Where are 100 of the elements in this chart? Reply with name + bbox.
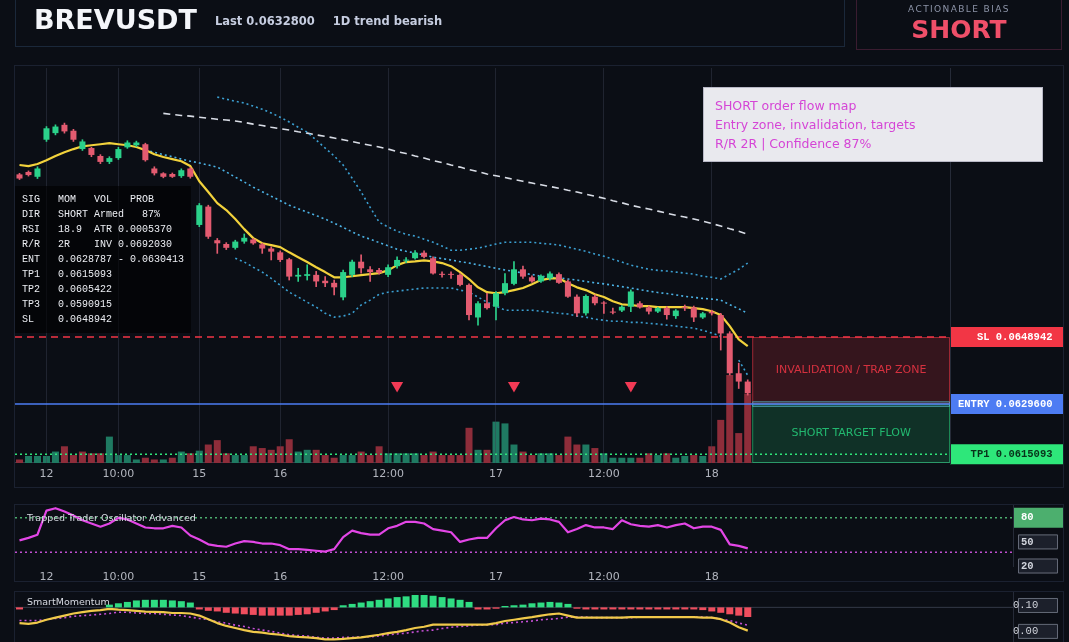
bar bbox=[24, 455, 32, 463]
bar bbox=[564, 436, 572, 463]
bar bbox=[312, 449, 320, 463]
bar bbox=[618, 457, 626, 463]
y-tick-label: 0.00 bbox=[1012, 625, 1039, 638]
candlestick bbox=[214, 238, 221, 254]
bar bbox=[474, 607, 482, 610]
bar bbox=[15, 459, 23, 463]
bar bbox=[15, 607, 23, 610]
bar bbox=[645, 607, 653, 610]
bar bbox=[663, 453, 671, 463]
bar bbox=[249, 607, 257, 615]
annotation: SHORT order flow map bbox=[715, 97, 858, 115]
bar bbox=[654, 455, 662, 463]
bar bbox=[411, 595, 419, 608]
bar bbox=[744, 607, 752, 617]
x-tick-label: 17 bbox=[489, 570, 504, 584]
bar bbox=[267, 449, 275, 463]
bar bbox=[456, 455, 464, 463]
bar bbox=[582, 607, 590, 610]
bar bbox=[240, 607, 248, 615]
bar bbox=[303, 607, 311, 615]
y-tick-label: 20 bbox=[1021, 559, 1034, 572]
bar bbox=[555, 455, 563, 463]
annotation: TP3 0.0590915 bbox=[22, 298, 113, 312]
bar bbox=[204, 444, 212, 463]
bar bbox=[249, 446, 257, 463]
x-tick-label: 18 bbox=[704, 570, 719, 584]
bar bbox=[591, 448, 599, 463]
bar bbox=[645, 453, 653, 463]
bar bbox=[132, 600, 140, 608]
annotation: R/R 2R | Confidence 87% bbox=[715, 135, 873, 153]
bar bbox=[726, 607, 734, 615]
bar bbox=[429, 595, 437, 608]
bar bbox=[393, 597, 401, 608]
bar bbox=[456, 599, 464, 608]
annotation: SIG MOM VOL PROB bbox=[22, 193, 156, 207]
annotation: DIR SHORT Armed 87% bbox=[22, 208, 162, 222]
bar bbox=[123, 601, 131, 608]
candlestick bbox=[600, 301, 607, 314]
bar bbox=[366, 601, 374, 608]
x-tick-label: 12:00 bbox=[372, 570, 404, 584]
bar bbox=[141, 457, 149, 463]
bar bbox=[141, 599, 149, 608]
ref-line-label: ENTRY bbox=[957, 397, 991, 410]
x-tick-label: 17 bbox=[488, 467, 503, 481]
bar bbox=[699, 455, 707, 463]
candlestick bbox=[295, 267, 302, 282]
bar bbox=[438, 597, 446, 608]
bar bbox=[33, 455, 41, 463]
candlestick bbox=[448, 271, 455, 279]
bar bbox=[123, 455, 131, 463]
bar bbox=[627, 607, 635, 610]
bar bbox=[195, 607, 203, 610]
y-tick-label: 0.10 bbox=[1012, 599, 1039, 612]
bar bbox=[240, 455, 248, 463]
bar bbox=[321, 607, 329, 612]
bar bbox=[357, 451, 365, 463]
bar bbox=[636, 607, 644, 610]
bar bbox=[699, 607, 707, 611]
bar bbox=[609, 457, 617, 463]
bar bbox=[717, 419, 725, 463]
text: 1D trend bearish bbox=[332, 13, 443, 28]
bar bbox=[384, 453, 392, 463]
bar bbox=[294, 607, 302, 615]
annotation: RSI 18.9 ATR 0.0005370 bbox=[22, 223, 174, 237]
bar bbox=[573, 444, 581, 463]
bar bbox=[393, 453, 401, 463]
bar bbox=[186, 453, 194, 463]
text: Last 0.0632800 bbox=[214, 13, 315, 28]
bar bbox=[510, 444, 518, 463]
bar bbox=[420, 455, 428, 463]
band-label: INVALIDATION / TRAP ZONE bbox=[775, 363, 927, 377]
bar bbox=[402, 596, 410, 608]
x-tick-label: 16 bbox=[273, 570, 288, 584]
bar bbox=[600, 453, 608, 463]
bar bbox=[681, 607, 689, 610]
x-tick-label: 15 bbox=[192, 570, 207, 584]
bar bbox=[69, 455, 77, 463]
x-tick-label: 15 bbox=[192, 467, 207, 481]
bar bbox=[474, 449, 482, 463]
bar bbox=[546, 601, 554, 608]
x-tick-label: 12:00 bbox=[588, 570, 620, 584]
x-tick-label: 18 bbox=[704, 467, 719, 481]
annotation: TP1 0.0615093 bbox=[22, 268, 113, 282]
bar bbox=[528, 603, 536, 608]
text: ACTIONABLE BIAS bbox=[908, 3, 1010, 15]
bar bbox=[690, 455, 698, 463]
bar bbox=[663, 607, 671, 610]
bar bbox=[384, 598, 392, 608]
bar bbox=[681, 455, 689, 463]
bar bbox=[375, 446, 383, 463]
annotation: TP2 0.0605422 bbox=[22, 283, 113, 297]
bar bbox=[159, 599, 167, 608]
x-tick-label: 10:00 bbox=[102, 570, 135, 584]
bar bbox=[267, 607, 275, 616]
x-tick-label: 12 bbox=[39, 467, 54, 481]
bar bbox=[375, 599, 383, 608]
candlestick bbox=[609, 307, 616, 315]
x-tick-label: 12:00 bbox=[588, 467, 620, 481]
